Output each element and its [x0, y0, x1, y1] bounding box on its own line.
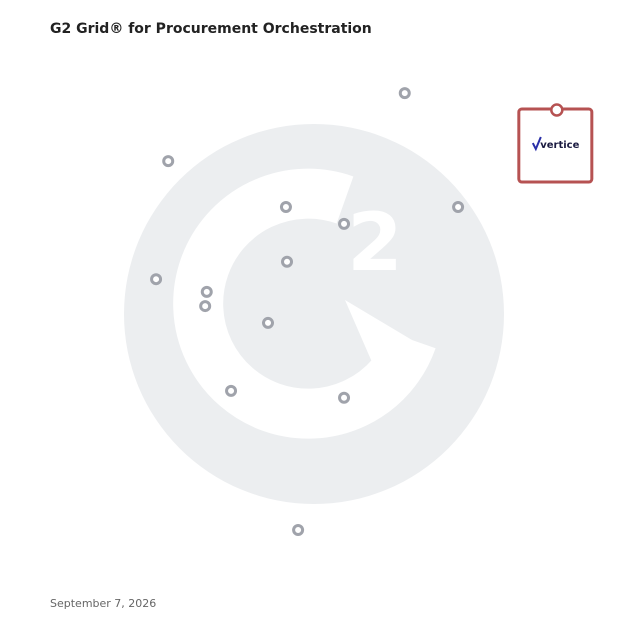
- highlight-label: vertice: [540, 140, 579, 151]
- point[interactable]: [150, 273, 163, 286]
- point[interactable]: [398, 87, 411, 100]
- point[interactable]: [262, 316, 275, 329]
- point[interactable]: [162, 155, 175, 168]
- g2-watermark: 2: [124, 124, 504, 504]
- point[interactable]: [338, 391, 351, 404]
- point[interactable]: [292, 524, 305, 537]
- point[interactable]: [338, 217, 351, 230]
- point[interactable]: [452, 200, 465, 213]
- date: September 7, 2026: [50, 597, 156, 610]
- highlight-point[interactable]: [550, 103, 564, 117]
- vendor-logo: [531, 136, 542, 152]
- chart-title: G2 Grid® for Procurement Orchestration: [50, 21, 372, 37]
- point[interactable]: [200, 285, 213, 298]
- grid-frame: [50, 50, 580, 579]
- point[interactable]: [281, 255, 294, 268]
- svg-text:2: 2: [347, 196, 403, 289]
- point[interactable]: [279, 200, 292, 213]
- point[interactable]: [225, 384, 238, 397]
- point[interactable]: [199, 300, 212, 313]
